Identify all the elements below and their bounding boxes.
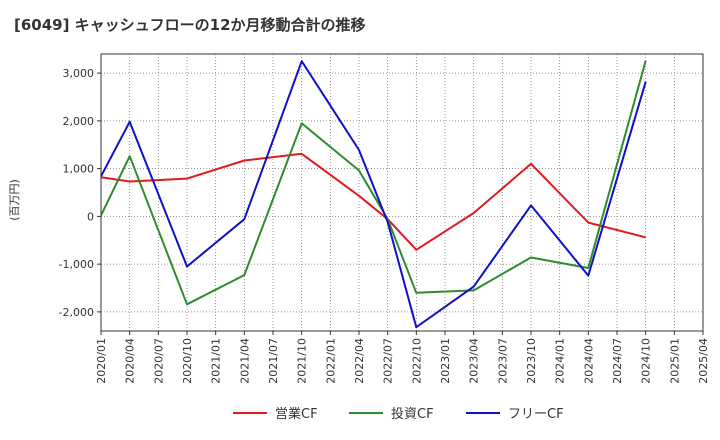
x-tick-label: 2021/01 <box>210 338 223 384</box>
series-line-3 <box>100 60 647 329</box>
x-tick-label: 2023/10 <box>525 338 538 384</box>
x-tick-label: 2025/01 <box>668 338 681 384</box>
x-tick-label: 2025/04 <box>697 338 710 384</box>
y-tick-label: 2,000 <box>63 115 95 128</box>
y-tick-label: 1,000 <box>63 163 95 176</box>
legend-label-3: フリーCF <box>508 407 564 422</box>
y-tick-label: -1,000 <box>59 258 94 271</box>
plot-area <box>101 54 703 331</box>
x-tick-label: 2020/07 <box>152 338 165 384</box>
plot-border <box>100 53 704 332</box>
x-tick-label: 2022/01 <box>324 338 337 384</box>
x-tick-label: 2021/04 <box>238 338 251 384</box>
x-tick-label: 2022/10 <box>410 338 423 384</box>
x-axis-ticks: 2020/01 2020/04 2020/07 2020/10 2021/01 2021/… <box>95 331 710 384</box>
x-tick-label: 2022/04 <box>353 338 366 384</box>
x-tick-label: 2020/04 <box>124 338 137 384</box>
series-line-2 <box>100 60 647 306</box>
x-tick-label: 2024/01 <box>554 338 567 384</box>
legend: 営業CF 投資CF フリーCF <box>233 406 564 422</box>
y-tick-label: 0 <box>87 210 94 223</box>
legend-label-2: 投資CF <box>391 406 434 422</box>
x-tick-label: 2020/01 <box>95 338 108 384</box>
x-tick-label: 2021/07 <box>267 338 280 384</box>
chart-title: [6049] キャッシュフローの12か月移動合計の推移 <box>14 16 366 34</box>
x-tick-label: 2023/04 <box>468 338 481 384</box>
x-tick-label: 2023/01 <box>439 338 452 384</box>
legend-label-1: 営業CF <box>275 406 318 422</box>
y-axis-label: (百万円) <box>8 179 21 221</box>
x-tick-label: 2023/07 <box>496 338 509 384</box>
series-line-1 <box>100 152 646 251</box>
x-tick-label: 2020/10 <box>181 338 194 384</box>
y-tick-label: -2,000 <box>59 306 94 319</box>
x-tick-label: 2021/10 <box>296 338 309 384</box>
series-lines <box>100 60 647 329</box>
x-tick-label: 2024/04 <box>582 338 595 384</box>
y-axis-ticks: -2,000 -1,000 0 1,000 2,000 3,000 <box>59 67 101 319</box>
x-tick-label: 2024/07 <box>611 338 624 384</box>
x-tick-label: 2022/07 <box>382 338 395 384</box>
x-tick-label: 2024/10 <box>640 338 653 384</box>
y-tick-label: 3,000 <box>63 67 95 80</box>
